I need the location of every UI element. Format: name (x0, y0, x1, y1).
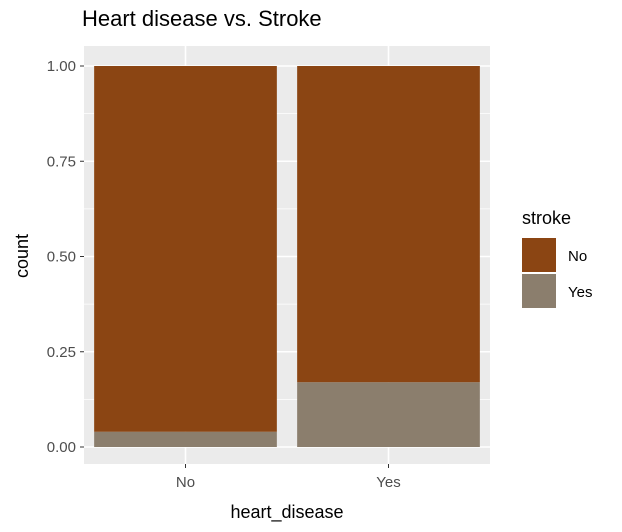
bar-yes-stroke-yes (297, 382, 480, 447)
bar-yes-stroke-no (297, 66, 480, 383)
chart-title: Heart disease vs. Stroke (82, 6, 322, 31)
x-axis-title: heart_disease (230, 502, 343, 523)
legend-swatch-no (522, 238, 556, 272)
x-axis: No Yes (176, 464, 401, 491)
y-tick-label: 1.00 (47, 58, 76, 75)
y-tick-label: 0.25 (47, 344, 76, 361)
bar-no-stroke-yes (94, 431, 277, 447)
y-tick-label: 0.00 (47, 439, 76, 456)
y-tick-label: 0.50 (47, 249, 76, 266)
bars (94, 66, 480, 447)
y-axis-title: count (12, 234, 32, 278)
legend-swatch-yes (522, 274, 556, 308)
x-tick-label: No (176, 474, 195, 491)
legend-title: stroke (522, 208, 571, 228)
x-tick-label: Yes (376, 474, 400, 491)
legend: stroke No Yes (522, 208, 592, 308)
legend-label-no: No (568, 248, 587, 265)
bar-no-stroke-no (94, 66, 277, 432)
legend-label-yes: Yes (568, 284, 592, 301)
y-tick-label: 0.75 (47, 153, 76, 170)
y-axis: 0.00 0.25 0.50 0.75 1.00 (47, 58, 84, 456)
